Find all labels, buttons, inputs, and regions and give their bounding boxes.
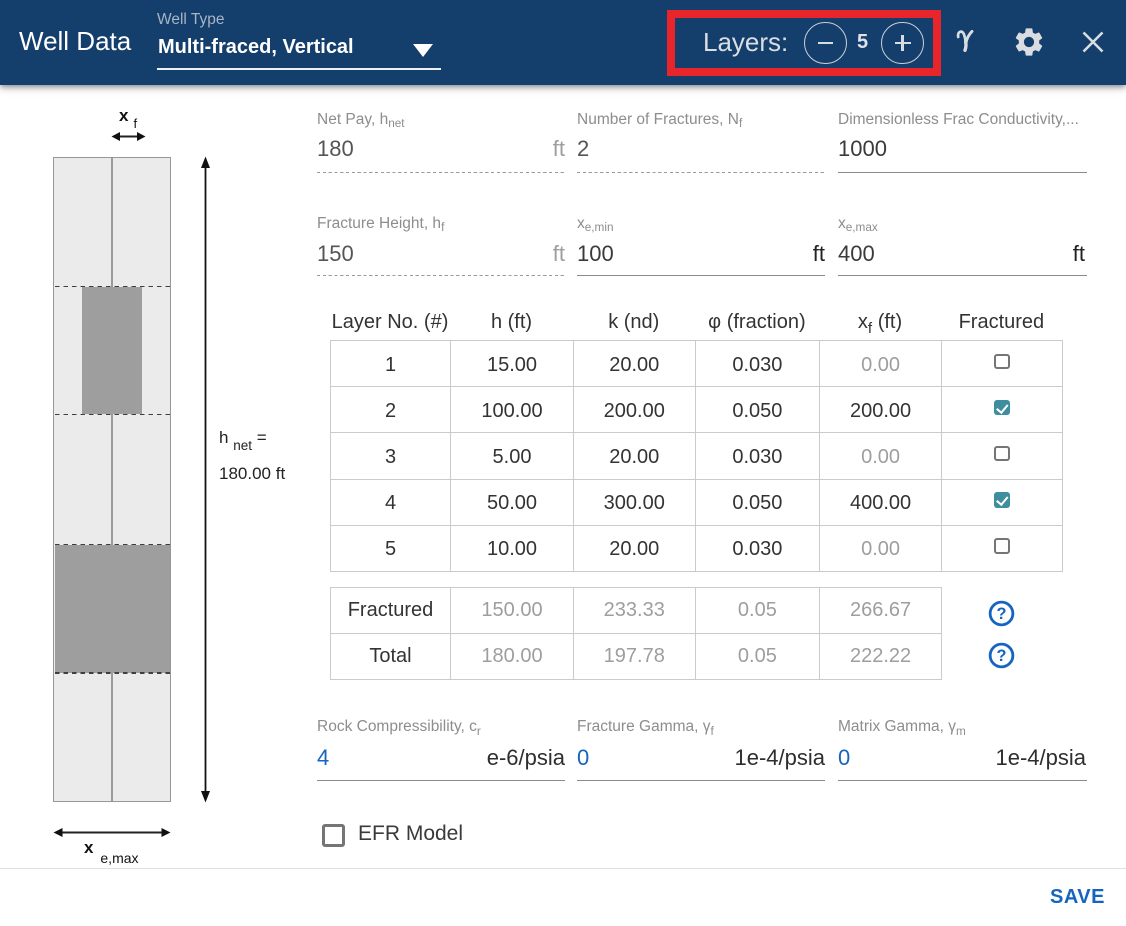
svg-text:?: ? — [996, 605, 1006, 623]
svg-text:?: ? — [996, 647, 1006, 665]
